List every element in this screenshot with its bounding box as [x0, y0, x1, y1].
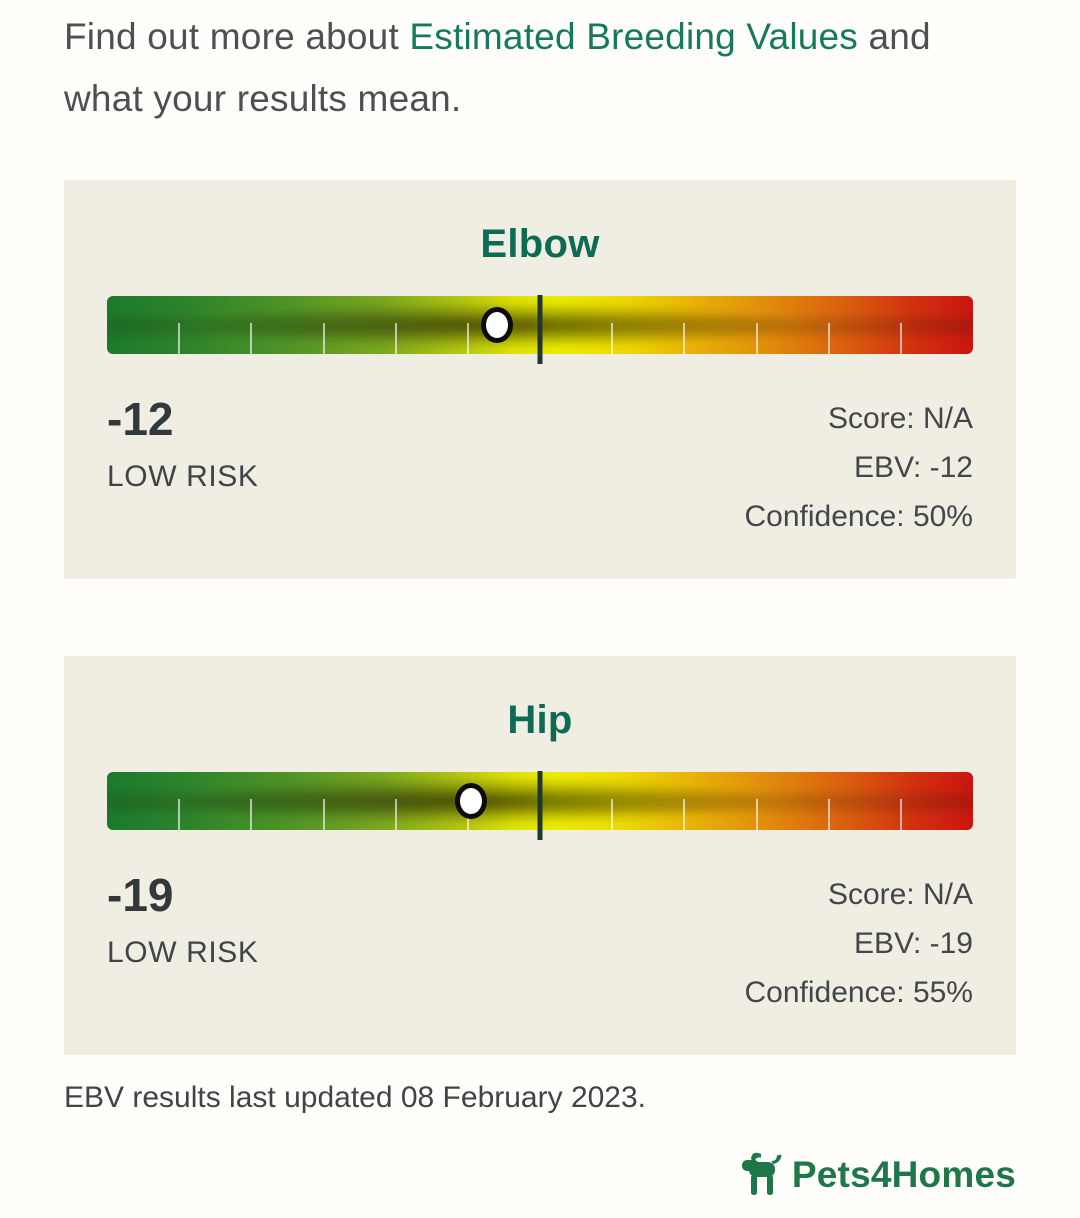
gauge-knob	[480, 307, 513, 343]
last-updated-note: EBV results last updated 08 February 202…	[64, 1081, 647, 1114]
gauge-tick	[250, 799, 253, 830]
intro-prefix-text: Find out more about	[64, 16, 410, 57]
elbow-stats-left: -12 LOW RISK	[107, 394, 259, 494]
intro-paragraph: Find out more about Estimated Breeding V…	[64, 6, 1016, 130]
estimated-breeding-values-link[interactable]: Estimated Breeding Values	[409, 16, 858, 57]
gauge-knob	[454, 783, 487, 819]
gauge-tick	[466, 323, 469, 354]
gauge-tick	[683, 799, 686, 830]
elbow-risk-label: LOW RISK	[107, 460, 259, 493]
ebv-card-hip: Hip -19 LOW RISK Score: N/A EBV: -19 Con…	[64, 656, 1016, 1055]
gauge-tick	[755, 323, 758, 354]
hip-stats-right: Score: N/A EBV: -19 Confidence: 55%	[745, 870, 974, 1017]
hip-risk-label: LOW RISK	[107, 936, 259, 969]
intro-suffix-text: and what your results mean.	[64, 16, 931, 119]
elbow-ebv-line: EBV: -12	[854, 451, 973, 484]
hip-stats: -19 LOW RISK Score: N/A EBV: -19 Confide…	[107, 870, 973, 1017]
gauge-tick	[827, 323, 830, 354]
gauge-tick	[683, 323, 686, 354]
card-title-hip: Hip	[507, 698, 573, 742]
gauge-center-marker	[537, 771, 543, 840]
gauge-tick	[899, 323, 902, 354]
elbow-stats-right: Score: N/A EBV: -12 Confidence: 50%	[745, 394, 974, 541]
hip-stats-left: -19 LOW RISK	[107, 870, 259, 970]
hip-ebv-value: -19	[107, 869, 174, 921]
pets4homes-logo[interactable]: Pets4Homes	[64, 1151, 1016, 1199]
gauge-tick	[611, 799, 614, 830]
gauge-tick	[250, 323, 253, 354]
elbow-score-line: Score: N/A	[827, 402, 973, 435]
gauge-tick	[899, 799, 902, 830]
hip-ebv-line: EBV: -19	[854, 927, 973, 960]
ebv-card-elbow: Elbow -12 LOW RISK Score: N/A EBV: -12 C…	[64, 180, 1016, 579]
gauge-tick	[178, 799, 181, 830]
hip-gauge	[107, 771, 973, 840]
gauge-tick	[827, 799, 830, 830]
dog-icon	[740, 1151, 784, 1199]
gauge-tick	[322, 323, 325, 354]
gauge-center-marker	[537, 295, 543, 364]
gauge-tick	[394, 799, 397, 830]
elbow-ebv-value: -12	[107, 393, 174, 445]
elbow-gauge	[107, 295, 973, 364]
elbow-stats: -12 LOW RISK Score: N/A EBV: -12 Confide…	[107, 394, 973, 541]
elbow-confidence-line: Confidence: 50%	[744, 500, 974, 533]
hip-confidence-line: Confidence: 55%	[744, 976, 974, 1009]
card-title-elbow: Elbow	[480, 222, 600, 266]
hip-score-line: Score: N/A	[827, 878, 973, 911]
gauge-tick	[611, 323, 614, 354]
gauge-tick	[394, 323, 397, 354]
gauge-tick	[322, 799, 325, 830]
gauge-tick	[178, 323, 181, 354]
gauge-tick	[755, 799, 758, 830]
logo-wordmark: Pets4Homes	[791, 1154, 1016, 1195]
